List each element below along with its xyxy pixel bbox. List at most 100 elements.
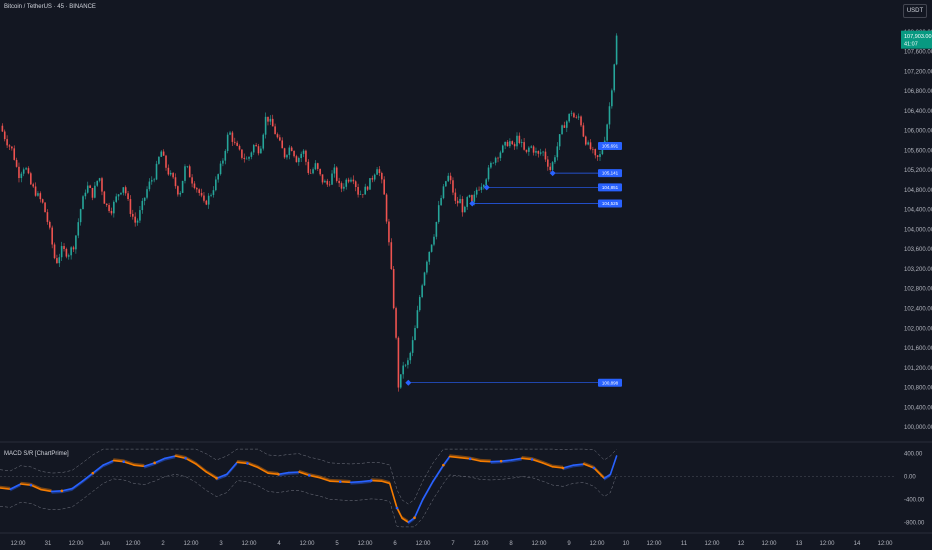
macd-line <box>541 462 554 468</box>
candle-body <box>565 121 568 128</box>
candle-body <box>475 189 478 195</box>
candle-body <box>312 169 314 174</box>
price-tick-label: 107,600.00 <box>904 50 932 56</box>
candle-body <box>421 285 423 298</box>
candle-body <box>328 184 331 186</box>
candle-body <box>141 200 144 211</box>
time-tick-label: 4 <box>277 541 281 547</box>
macd-line <box>360 479 372 483</box>
macd-pivot <box>468 457 472 461</box>
macd-line <box>339 480 352 484</box>
time-tick-label: 12:00 <box>299 541 315 547</box>
macd-pivot <box>215 476 218 480</box>
candle-body <box>539 152 542 154</box>
candle-body <box>587 142 589 145</box>
candle-body <box>542 151 544 153</box>
time-tick-label: 12:00 <box>761 541 777 547</box>
candle-body <box>46 212 49 222</box>
candle-body <box>345 179 348 187</box>
candle-body <box>466 197 468 207</box>
upper-band <box>0 448 617 505</box>
price-axis: 108,000.00107,600.00107,200.00106,800.00… <box>904 30 932 431</box>
lower-band <box>0 474 617 528</box>
time-tick-label: 12:00 <box>646 541 662 547</box>
candle-body <box>373 174 376 180</box>
indicator-axis: 400.00 0.00 -400.00 -800.00 <box>904 452 925 527</box>
price-tick-label: 100,000.00 <box>904 425 932 431</box>
macd-pivot <box>91 471 95 475</box>
candle-body <box>392 268 395 309</box>
candle-body <box>388 221 390 243</box>
candle-body <box>243 157 246 159</box>
macd-line <box>349 480 362 484</box>
macd-line <box>112 459 125 463</box>
candle-body <box>461 198 464 213</box>
candle-body <box>162 151 165 156</box>
candle-body <box>411 340 414 353</box>
macd-line <box>448 455 461 459</box>
candle-body <box>302 150 305 154</box>
price-tick-label: 103,600.00 <box>904 247 932 253</box>
macd-line <box>593 467 606 480</box>
macd-line <box>401 517 410 524</box>
candle-body <box>589 142 592 150</box>
candle-body <box>449 175 452 181</box>
candle-body <box>196 188 198 190</box>
candle-body <box>139 210 141 221</box>
candle-body <box>399 374 402 388</box>
candle-body <box>79 209 82 223</box>
candle-body <box>56 258 58 264</box>
candle-body <box>115 196 118 202</box>
candle-body <box>37 193 39 196</box>
candle-body <box>563 125 566 128</box>
level-label-box <box>598 199 622 208</box>
candle-body <box>407 360 409 365</box>
candle-body <box>350 179 352 182</box>
candle-body <box>8 145 11 147</box>
macd-line <box>442 455 451 466</box>
candle-body <box>416 310 419 329</box>
candle-body <box>366 186 369 190</box>
macd-line <box>318 476 331 482</box>
candle-body <box>321 174 324 183</box>
candle-body <box>186 166 189 167</box>
candle-body <box>103 191 106 204</box>
candle-body <box>75 235 77 250</box>
level-diamond <box>549 170 556 177</box>
currency-button[interactable]: USDT <box>903 4 927 18</box>
time-tick-label: 12:00 <box>473 541 489 547</box>
candle-body <box>84 192 87 197</box>
candle-body <box>238 145 241 150</box>
time-tick-label: 8 <box>509 541 513 547</box>
candle-body <box>338 180 340 184</box>
time-tick-label: 31 <box>45 541 52 547</box>
candle-body <box>233 141 236 143</box>
macd-line <box>61 487 73 492</box>
candle-body <box>34 186 37 196</box>
macd-line <box>329 480 342 483</box>
price-tag-box <box>901 30 932 49</box>
candle-body <box>445 181 447 187</box>
candle-body <box>577 116 580 118</box>
macd-line <box>50 490 63 493</box>
macd-line <box>184 457 197 465</box>
macd-line <box>388 482 398 509</box>
candle-body <box>94 185 96 198</box>
candle-body <box>13 148 16 160</box>
candle-body <box>63 246 65 250</box>
candle-body <box>340 183 343 189</box>
candle-body <box>231 132 234 142</box>
candle-body <box>6 139 8 146</box>
candle-body <box>188 166 191 178</box>
macd-pivot <box>122 460 126 464</box>
candle-body <box>281 140 284 149</box>
candle-body <box>25 168 27 170</box>
macd-line <box>413 498 424 519</box>
candle-body <box>364 186 367 195</box>
candle-body <box>440 198 442 206</box>
candle-body <box>556 146 559 158</box>
candle-body <box>549 166 551 170</box>
candle-body <box>276 134 279 138</box>
time-tick-label: 12:00 <box>241 541 257 547</box>
